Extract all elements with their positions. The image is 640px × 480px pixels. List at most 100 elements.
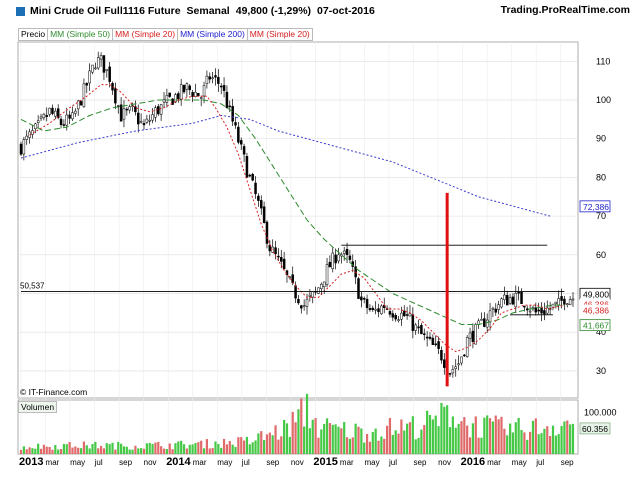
volume-bar <box>260 431 263 454</box>
candle-up <box>74 110 77 114</box>
volume-bar <box>162 448 166 454</box>
volume-bar <box>291 411 294 454</box>
left-level-label: 50,537 <box>20 282 45 291</box>
volume-bar <box>214 441 217 454</box>
volume-bar <box>549 435 552 454</box>
candle-down <box>463 354 466 357</box>
candle-down <box>56 108 60 119</box>
candle-down <box>208 76 212 80</box>
volume-bar <box>294 422 297 454</box>
grid-lines <box>18 42 578 454</box>
volume-bar <box>543 428 546 454</box>
price-tick-label: 40 <box>596 327 606 337</box>
candle-down <box>520 292 523 305</box>
volume-bar <box>320 429 323 454</box>
candle-down <box>537 309 540 312</box>
ma-50-value: 41,667 <box>583 321 609 331</box>
volume-bar <box>426 410 429 454</box>
candle-down <box>431 337 435 345</box>
volume-bar <box>328 423 331 454</box>
candle-down <box>348 255 352 260</box>
candle-down <box>157 106 160 115</box>
volume-bar <box>151 443 154 454</box>
volume-bar <box>168 443 171 454</box>
volume-bar <box>77 447 80 454</box>
volume-bar <box>343 422 346 454</box>
volume-bar <box>42 444 45 454</box>
volume-bar <box>134 445 137 454</box>
candle-down <box>297 298 300 304</box>
volume-bar <box>388 418 392 454</box>
legend-item-ma20: MM (Simple 20) <box>113 28 179 41</box>
volume-label: Volumen <box>18 401 58 413</box>
volume-bar <box>228 440 231 454</box>
time-tick-label: may <box>364 458 379 467</box>
candle-up <box>380 305 383 315</box>
candle-up <box>465 337 469 357</box>
volume-bar <box>491 421 495 454</box>
candle-up <box>488 310 492 323</box>
volume-bar <box>460 421 463 454</box>
volume-bar <box>140 448 143 454</box>
volume-bar <box>285 423 289 454</box>
candle-up <box>88 70 91 84</box>
volume-bar <box>523 432 526 454</box>
volume-bar <box>371 431 374 454</box>
volume-bar <box>345 437 349 454</box>
volume-tick-label: 100.000 <box>584 407 617 417</box>
candle-down <box>517 291 520 294</box>
ma-200-value: 72,386 <box>583 202 609 212</box>
candle-down <box>540 308 543 314</box>
volume-bar <box>108 444 111 454</box>
candle-up <box>205 75 209 84</box>
candle-down <box>334 254 337 264</box>
candle-up <box>91 64 94 73</box>
volume-bar <box>303 426 306 454</box>
volume-bar <box>348 438 352 454</box>
candle-down <box>368 308 372 310</box>
candle-down <box>188 85 191 91</box>
volume-bar <box>520 429 523 454</box>
volume-bar <box>526 439 529 454</box>
volume-bar <box>51 449 54 454</box>
time-tick-label: 2013 <box>19 456 43 468</box>
candle-down <box>425 336 429 339</box>
volume-bar <box>122 446 126 454</box>
volume-bar <box>205 439 209 454</box>
candle-down <box>328 261 332 268</box>
candle-down <box>443 359 446 368</box>
volume-bar <box>271 435 274 454</box>
candle-down <box>119 104 123 122</box>
candle-down <box>262 206 266 223</box>
price-candles <box>19 51 575 378</box>
price-panel <box>17 41 579 399</box>
volume-bar <box>417 437 420 454</box>
volume-bar <box>514 422 517 454</box>
candle-down <box>182 84 186 93</box>
candle-up <box>457 363 460 366</box>
candle-down <box>405 314 409 316</box>
candle-down <box>108 66 111 82</box>
legend-item-ma200: MM (Simple 200) <box>178 28 248 41</box>
volume-bar <box>91 443 94 454</box>
volume-bar <box>31 448 34 454</box>
volume-bar <box>385 425 389 454</box>
volume-bar <box>160 446 163 454</box>
volume-bar <box>180 440 183 454</box>
candle-down <box>125 108 129 111</box>
volume-bar <box>546 426 549 454</box>
candle-up <box>400 312 403 320</box>
volume-bar <box>557 434 560 454</box>
candle-up <box>322 281 326 288</box>
volume-bar <box>383 438 386 454</box>
ma-20-value-box <box>580 298 610 310</box>
candle-up <box>25 135 28 140</box>
volume-bar <box>45 446 48 454</box>
volume-bar <box>317 437 320 454</box>
volume-bar <box>191 444 194 454</box>
price-tick-label: 60 <box>596 250 606 260</box>
volume-bar <box>222 438 226 454</box>
candle-down <box>471 330 475 342</box>
volume-bar <box>71 447 74 454</box>
volume-bar <box>494 415 497 454</box>
